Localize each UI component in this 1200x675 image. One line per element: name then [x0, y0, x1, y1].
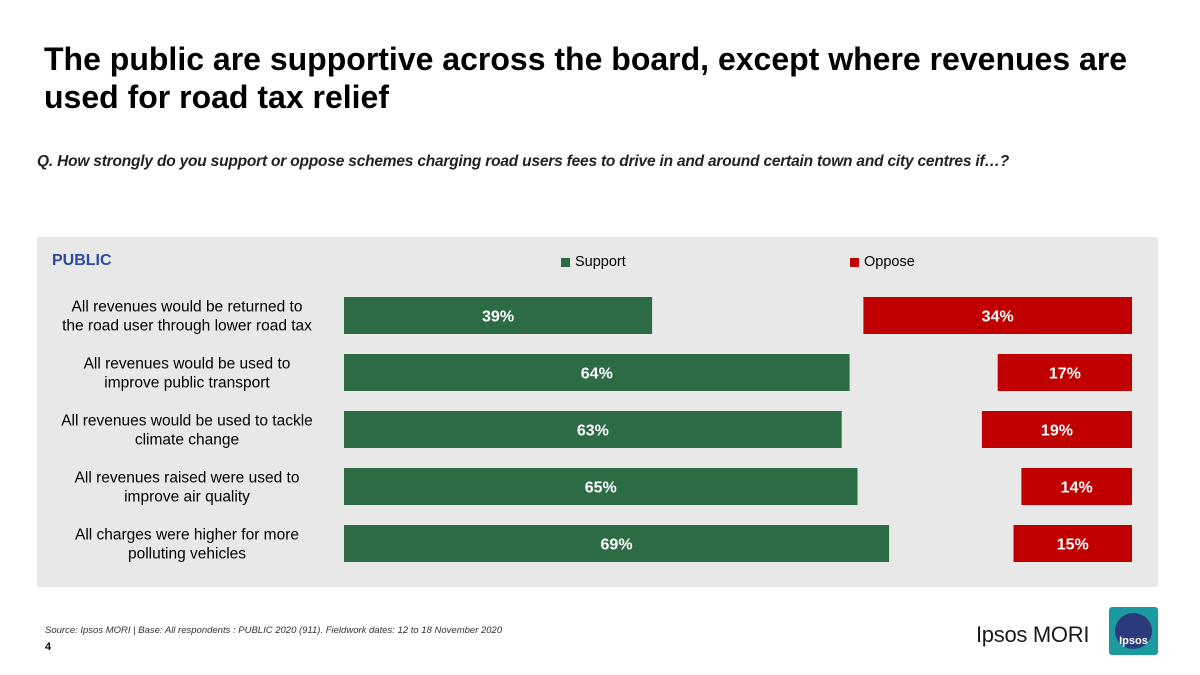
oppose-bar — [981, 411, 1132, 448]
ipsos-logo: Ipsos — [1109, 607, 1158, 655]
support-bar — [344, 297, 653, 334]
support-value-label: 63% — [577, 423, 609, 440]
oppose-value-label: 14% — [1061, 480, 1093, 497]
legend-support-swatch — [561, 257, 570, 267]
support-value-label: 69% — [601, 537, 633, 554]
category-label: All charges were higher for more pollutin… — [75, 527, 299, 563]
oppose-value-label: 17% — [1049, 366, 1081, 383]
oppose-value-label: 34% — [982, 309, 1014, 326]
category-label: All revenues raised were used to improve … — [75, 470, 300, 506]
ipsos-logo-mark — [1115, 613, 1152, 649]
category-label: All revenues would be returned to the roa… — [62, 299, 312, 335]
oppose-bar — [1021, 468, 1132, 505]
survey-question: Q. How strongly do you support or oppose… — [37, 153, 1009, 170]
category-label: All revenues would be used to improve pub… — [84, 356, 291, 392]
brand-name: Ipsos MORI — [976, 622, 1090, 647]
oppose-bar — [997, 354, 1132, 391]
page-title: The public are supportive across the boa… — [44, 41, 1128, 115]
support-bar — [344, 525, 890, 562]
category-label: All revenues would be used to tackle clim… — [61, 413, 313, 449]
ipsos-logo-text: Ipsos — [1119, 635, 1148, 647]
legend-oppose: Oppose — [850, 254, 915, 270]
support-bar — [344, 411, 842, 448]
support-value-label: 64% — [581, 366, 613, 383]
panel-label: PUBLIC — [52, 252, 112, 269]
support-bar — [344, 354, 850, 391]
legend-oppose-swatch — [850, 257, 859, 267]
legend-oppose-label: Oppose — [864, 254, 915, 270]
source-note: Source: Ipsos MORI | Base: All responden… — [45, 625, 503, 636]
support-value-label: 65% — [585, 480, 617, 497]
legend-support-label: Support — [575, 254, 626, 270]
oppose-bar — [863, 297, 1132, 334]
support-value-label: 39% — [482, 309, 514, 326]
oppose-bar — [1013, 525, 1132, 562]
support-bar — [344, 468, 858, 505]
page-number: 4 — [45, 641, 52, 653]
legend-support: Support — [561, 254, 626, 270]
oppose-value-label: 19% — [1041, 423, 1073, 440]
oppose-value-label: 15% — [1057, 537, 1089, 554]
